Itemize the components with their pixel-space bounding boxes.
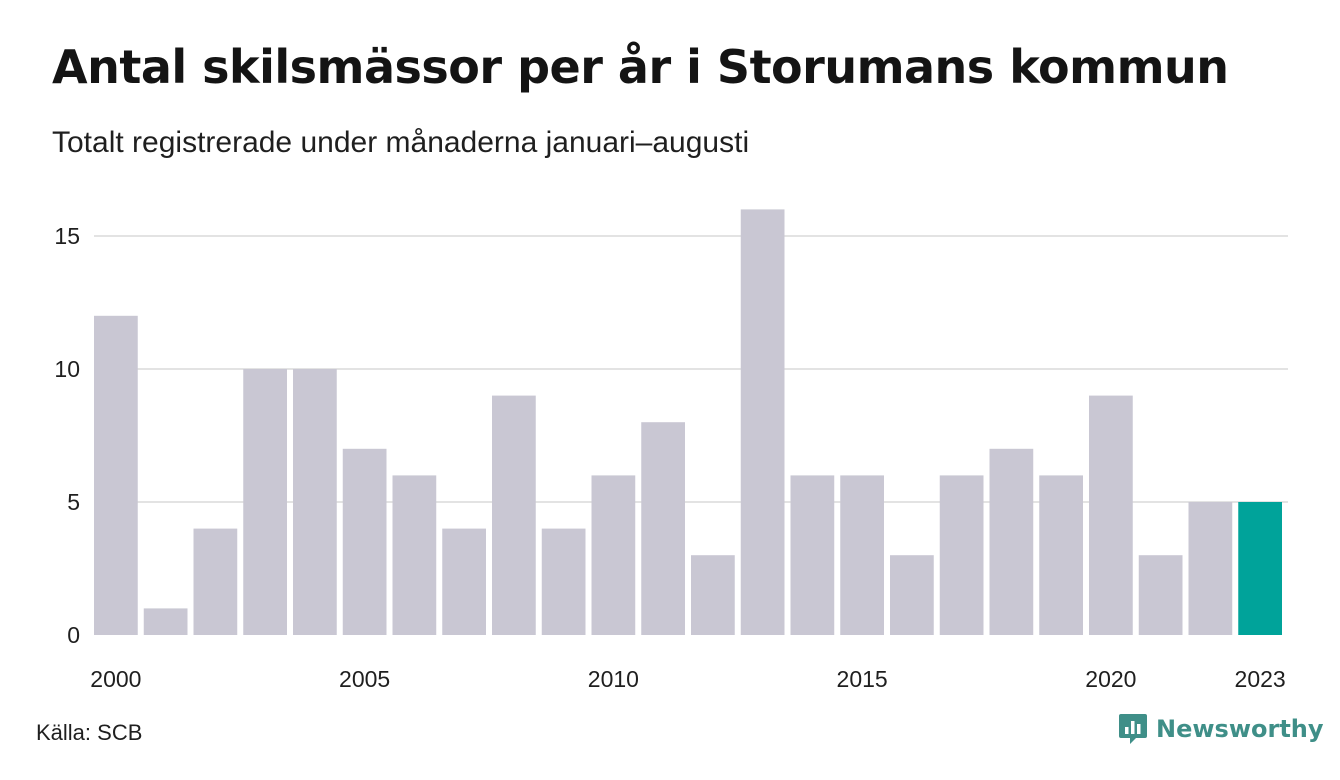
bar-2008: [492, 395, 536, 635]
chart-subtitle: Totalt registrerade under månaderna janu…: [52, 126, 750, 159]
x-tick-label-2010: 2010: [588, 666, 639, 692]
x-tick-label-2020: 2020: [1085, 666, 1136, 692]
brand-name: Newsworthy: [1156, 715, 1324, 743]
x-tick-label-2023: 2023: [1235, 666, 1286, 692]
bar-2021: [1138, 555, 1183, 635]
x-tick-label-2015: 2015: [837, 666, 888, 692]
bars: [94, 209, 1282, 635]
bar-2004: [293, 369, 337, 635]
bar-2016: [890, 555, 934, 635]
x-axis-labels: 2000 2005 2010 2015 2020 2023: [90, 666, 1285, 692]
y-tick-label-10: 10: [54, 356, 80, 382]
y-tick-label-0: 0: [67, 622, 80, 648]
bar-2018: [989, 448, 1034, 635]
bar-2002: [193, 528, 238, 635]
bar-2009: [541, 528, 586, 635]
bar-2000: [94, 315, 138, 635]
bar-2017: [939, 475, 984, 635]
bar-2007: [442, 528, 486, 635]
bar-2011: [641, 422, 685, 635]
y-axis-labels: 0 5 10 15: [54, 223, 80, 648]
bar-2010: [591, 475, 636, 635]
bar-2019: [1039, 475, 1083, 635]
bar-2012: [691, 555, 735, 635]
bar-2022: [1188, 502, 1233, 635]
bar-2006: [392, 475, 437, 635]
chart-title: Antal skilsmässor per år i Storumans kom…: [52, 40, 1229, 94]
bar-2003: [243, 369, 287, 635]
bar-2023: [1238, 502, 1282, 635]
bar-2013: [740, 209, 785, 635]
bar-2015: [840, 475, 884, 635]
x-tick-label-2000: 2000: [90, 666, 141, 692]
bar-2020: [1089, 395, 1133, 635]
y-tick-label-5: 5: [67, 489, 80, 515]
y-tick-label-15: 15: [54, 223, 80, 249]
source-note: Källa: SCB: [36, 720, 143, 745]
newsworthy-logo-icon: [1119, 714, 1147, 744]
bar-2014: [790, 475, 835, 635]
bar-2005: [342, 448, 387, 635]
x-tick-label-2005: 2005: [339, 666, 390, 692]
bar-2001: [143, 608, 188, 635]
brand-logo: Newsworthy: [1118, 712, 1324, 746]
